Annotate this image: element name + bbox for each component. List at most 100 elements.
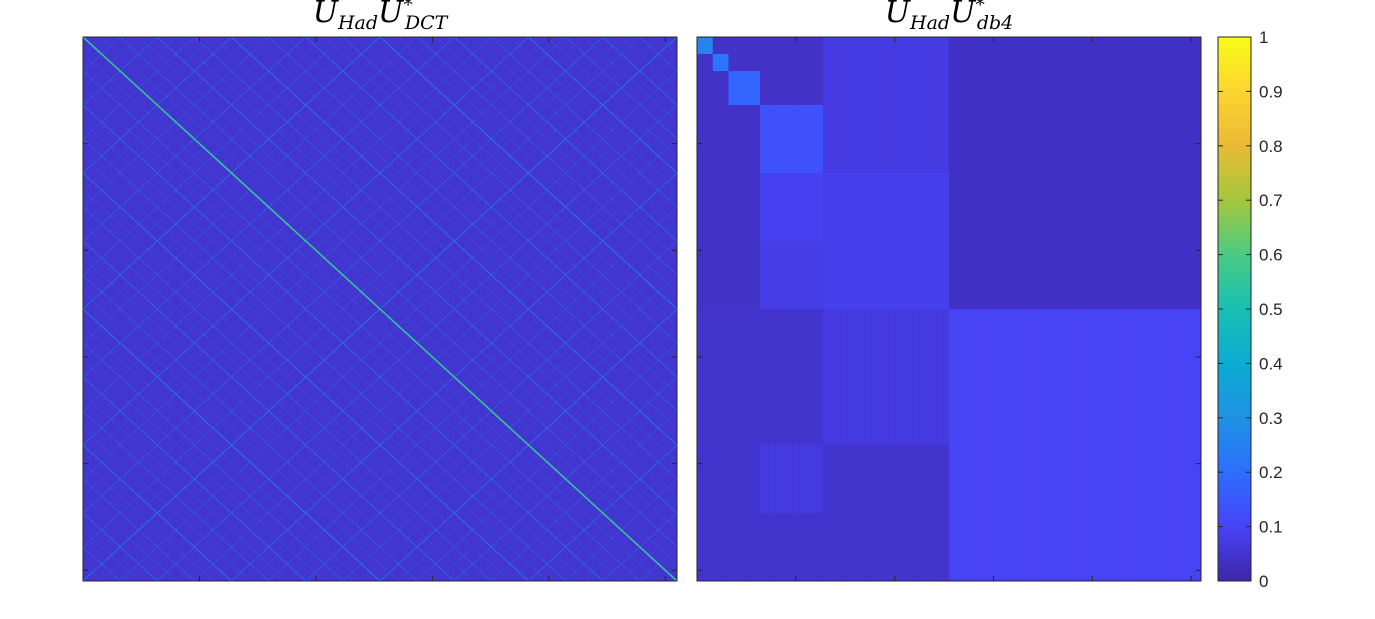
fractal-antidiagonal-rdbcaa — [528, 376, 548, 395]
fractal-antidiagonal-rccbca — [157, 478, 177, 497]
fractal-antidiagonal-rbdcdc — [565, 291, 585, 310]
fractal-antidiagonal-rcacda — [119, 410, 139, 429]
fractal-diagonal-rbbbad — [621, 53, 641, 72]
fractal-diagonal-raabdb — [212, 70, 232, 89]
fractal-antidiagonal-racbcc — [157, 223, 177, 242]
fractal-antidiagonal-rbccdb — [435, 274, 455, 293]
fractal-diagonal-rbcdbc — [491, 257, 511, 276]
fractal-diagonal-rcbdaa — [305, 376, 325, 395]
fractal-diagonal-rbbcbb — [583, 104, 603, 123]
fractal-diagonal-raadcd — [175, 155, 195, 174]
fractal-diagonal-rdab — [454, 308, 529, 378]
fractal-diagonal-rccbcd — [175, 495, 195, 514]
fractal-antidiagonal-rcbccb — [249, 410, 269, 429]
fractal-antidiagonal-rdbaab — [546, 308, 566, 327]
fractal-antidiagonal-rdadb — [491, 376, 529, 412]
fractal-diagonal-rbcadc — [416, 223, 436, 242]
fractal-antidiagonal-raabda — [194, 70, 214, 89]
fractal-antidiagonal-raccbd — [138, 257, 158, 276]
fractal-diagonal-rbbdcd — [621, 155, 641, 174]
fractal-antidiagonal-radcaa — [231, 240, 251, 259]
fractal-antidiagonal-rdcba — [454, 444, 492, 480]
fractal-diagonal-rabbaa — [305, 37, 325, 55]
fractal-diagonal-rcaba — [157, 308, 195, 344]
fractal-diagonal-rddaac — [528, 461, 548, 480]
fractal-diagonal-rdabcb — [472, 342, 492, 361]
fractal-diagonal-racbbc — [194, 189, 214, 208]
fractal-antidiagonal-rdbadb — [583, 342, 603, 361]
fractal-diagonal-rdcdad — [472, 529, 492, 548]
fractal-antidiagonal-rbac — [379, 104, 455, 174]
fractal-antidiagonal-rcccbc — [119, 529, 139, 548]
fractal-diagonal-rdbdca — [602, 410, 622, 429]
fractal-antidiagonal-rcccab — [101, 512, 121, 531]
fractal-antidiagonal-rddcab — [546, 512, 566, 531]
fractal-antidiagonal-rdcaaa — [379, 444, 399, 463]
fractal-diagonal-rccdaa — [157, 512, 177, 531]
fractal-diagonal-rcbbab — [324, 308, 344, 327]
fractal-antidiagonal-rdbbcd — [621, 359, 641, 378]
fractal-antidiagonal-rcabcb — [175, 342, 195, 361]
fractal-antidiagonal-rbbadc — [565, 87, 585, 106]
fractal-antidiagonal-radccc — [231, 291, 251, 310]
fractal-diagonal-raddca — [305, 274, 325, 293]
fractal-diagonal-radcbb — [286, 240, 306, 259]
fractal-antidiagonal-rcabda — [194, 342, 214, 361]
fractal-diagonal-rcdd — [305, 512, 381, 581]
fractal-antidiagonal-rbbbab — [621, 37, 641, 55]
fractal-diagonal-rcdaad — [249, 461, 269, 480]
fractal-antidiagonal-racdaa — [157, 240, 177, 259]
fractal-diagonal-rdcacb — [398, 478, 418, 497]
fractal-antidiagonal-rdcdca — [454, 546, 474, 565]
fractal-diagonal-racbdd — [212, 223, 232, 242]
fractal-diagonal-rbbba — [602, 37, 641, 72]
fractal-antidiagonal-rdbdbd — [658, 393, 677, 412]
fractal-antidiagonal-raccda — [119, 274, 139, 293]
fractal-diagonal-rcabab — [175, 308, 195, 327]
fractal-diagonal-rddacc — [528, 495, 548, 514]
fractal-antidiagonal-rcdc — [231, 512, 306, 581]
fractal-diagonal-rabcad — [249, 121, 269, 140]
fractal-antidiagonal-rcaabc — [119, 325, 139, 344]
fractal-diagonal-radcda — [268, 274, 288, 293]
fractal-antidiagonal-racabb — [138, 172, 158, 191]
fractal-diagonal-rcaadb — [138, 342, 158, 361]
fractal-antidiagonal-rbcdad — [472, 257, 492, 276]
fractal-diagonal-radac — [231, 206, 269, 242]
fractal-antidiagonal-rbbbdb — [658, 70, 677, 89]
fractal-diagonal-raaaca — [83, 70, 102, 89]
fractal-antidiagonal-rbdbc — [602, 206, 641, 242]
fractal-antidiagonal-rbdcdd — [583, 291, 603, 310]
fractal-diagonal-raddab — [324, 240, 344, 259]
fractal-diagonal-rcabc — [157, 342, 195, 378]
fractal-antidiagonal-rcdbad — [324, 461, 344, 480]
fractal-diagonal-rcddcb — [324, 546, 344, 565]
fractal-antidiagonal-rdacb — [416, 376, 455, 412]
fractal-antidiagonal-rbcbcb — [472, 206, 492, 225]
fractal-diagonal-rbbdcc — [602, 155, 622, 174]
fractal-antidiagonal-rcbdb — [342, 376, 381, 412]
fractal-diagonal-rcbacb — [249, 342, 269, 361]
heatmap-block-4 — [823, 309, 949, 445]
fractal-diagonal-rabbdc — [342, 87, 362, 106]
fractal-antidiagonal-rdaddc — [491, 427, 511, 446]
fractal-antidiagonal-rdcbbb — [509, 444, 529, 463]
fractal-antidiagonal-rdbcac — [528, 393, 548, 412]
fractal-diagonal-racaac — [83, 189, 102, 208]
fractal-antidiagonal-rcaccd — [101, 427, 121, 446]
fractal-diagonal-rdcccd — [398, 563, 418, 581]
fractal-diagonal-radbab — [324, 172, 344, 191]
fractal-antidiagonal-rbcdba — [491, 240, 511, 259]
fractal-diagonal-radbdc — [342, 223, 362, 242]
fractal-antidiagonal-rcbdad — [324, 393, 344, 412]
fractal-diagonal-rdacca — [379, 410, 399, 429]
fractal-antidiagonal-rcad — [157, 376, 232, 446]
fractal-diagonal-racccc — [83, 291, 102, 310]
fractal-diagonal-rabac — [231, 70, 269, 106]
fractal-antidiagonal-rddbcd — [621, 495, 641, 514]
fractal-antidiagonal-rcaacd — [101, 359, 121, 378]
fractal-antidiagonal-rbaabd — [435, 53, 455, 72]
fractal-diagonal-rbadda — [491, 138, 511, 157]
fractal-antidiagonal-rcdcbc — [268, 529, 288, 548]
fractal-antidiagonal-rbadbd — [509, 121, 529, 140]
